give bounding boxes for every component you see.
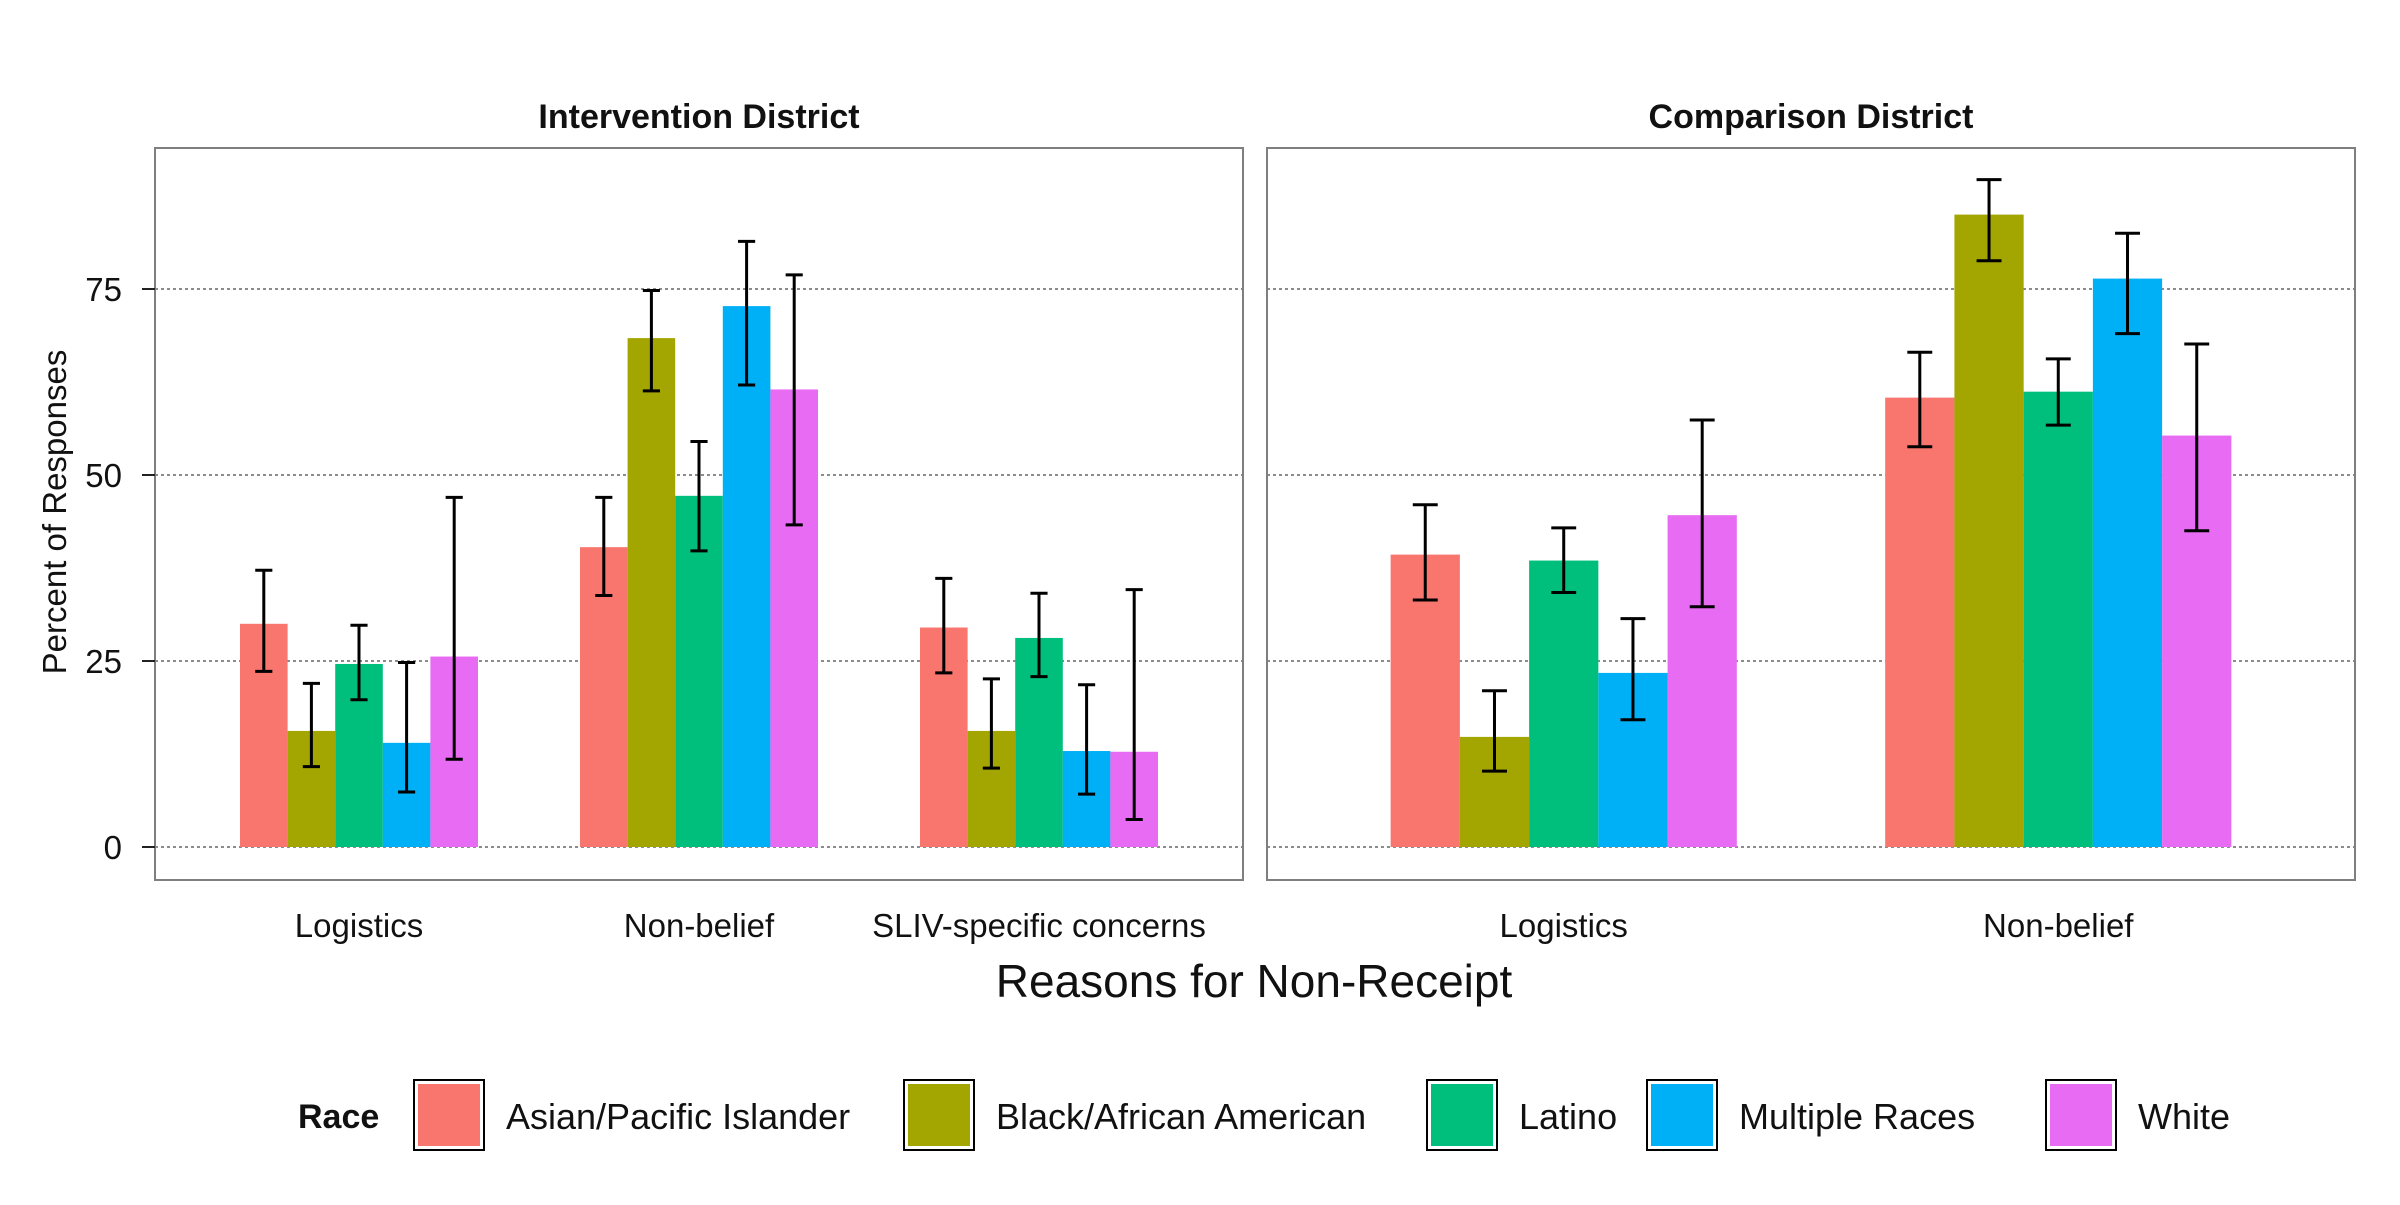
- x-axis-title: Reasons for Non-Receipt: [996, 955, 1513, 1007]
- y-axis: 0 25 50 75: [85, 271, 155, 866]
- legend: Race Asian/Pacific Islander Black/African …: [298, 1079, 2230, 1151]
- legend-label: Multiple Races: [1739, 1096, 1975, 1137]
- legend-label: Asian/Pacific Islander: [506, 1096, 850, 1137]
- panel-1: Intervention District Logistics Non-belief…: [154, 98, 1244, 944]
- legend-label: White: [2138, 1096, 2230, 1137]
- y-tick-label: 0: [104, 829, 122, 866]
- bar: [627, 338, 676, 847]
- x-tick-label: SLIV-specific concerns: [872, 907, 1206, 944]
- bar: [1390, 554, 1460, 847]
- panel-border: [154, 147, 1244, 881]
- y-axis-title: Percent of Responses: [36, 350, 73, 675]
- bar: [580, 547, 628, 847]
- bar: [1529, 560, 1599, 847]
- legend-swatch: [2050, 1084, 2112, 1146]
- y-tick-label: 75: [85, 271, 122, 308]
- panel-border: [1266, 147, 2356, 881]
- panel-title: Intervention District: [538, 98, 859, 136]
- legend-title: Race: [298, 1098, 379, 1136]
- x-tick-label: Non-belief: [624, 907, 775, 944]
- x-tick-label: Logistics: [295, 907, 423, 944]
- legend-label: Latino: [1519, 1096, 1617, 1137]
- legend-label: Black/African American: [996, 1096, 1366, 1137]
- panels: Intervention District Logistics Non-belief…: [154, 98, 2356, 944]
- x-tick-label: Non-belief: [1983, 907, 2134, 944]
- legend-swatch: [418, 1084, 480, 1146]
- legend-swatch: [1651, 1084, 1713, 1146]
- panel-2: Comparison District Logistics Non-belief: [1266, 98, 2356, 944]
- bar: [2023, 391, 2093, 847]
- legend-swatch: [908, 1084, 970, 1146]
- legend-swatch: [1431, 1084, 1493, 1146]
- bar: [1954, 214, 2024, 848]
- bar: [1885, 397, 1955, 847]
- y-tick-label: 50: [85, 457, 122, 494]
- panel-title: Comparison District: [1649, 98, 1974, 136]
- bar: [2092, 278, 2163, 848]
- bar: [675, 495, 723, 847]
- bar: [722, 306, 771, 847]
- y-tick-label: 25: [85, 643, 122, 680]
- x-tick-label: Logistics: [1500, 907, 1628, 944]
